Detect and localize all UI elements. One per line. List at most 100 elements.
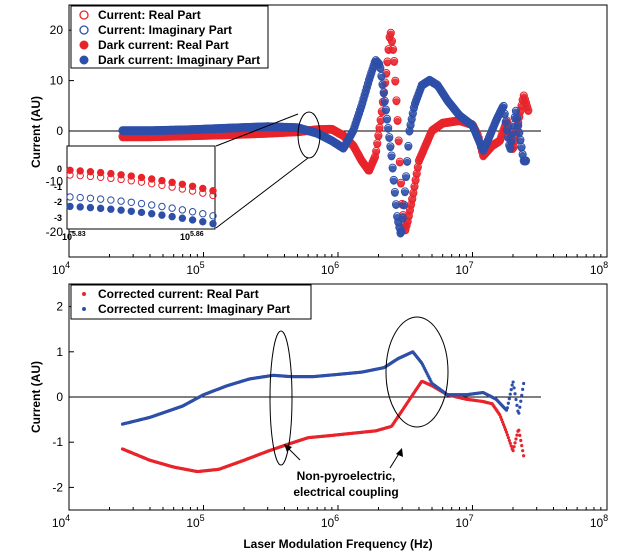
data-point	[391, 78, 399, 86]
legend-marker-filled-blue	[79, 55, 89, 65]
data-point	[377, 73, 386, 81]
inset-data-point	[209, 191, 217, 200]
data-point	[517, 411, 521, 415]
data-point	[406, 207, 414, 215]
inset-data-point	[209, 212, 217, 220]
x-tick-label: 104	[52, 260, 70, 277]
bottom-chart: 104 105 106 107 108 -2 -1 0 1 2 Current (AU) Las…	[29, 283, 608, 551]
arrowhead-icon	[396, 448, 403, 457]
data-point	[408, 196, 416, 204]
y-tick-label: 2	[56, 300, 63, 314]
data-point	[505, 406, 510, 410]
data-point	[500, 103, 508, 111]
data-point	[404, 143, 412, 151]
inset-data-point	[178, 214, 187, 222]
data-point	[522, 454, 526, 458]
data-point	[388, 38, 396, 46]
inset-data-point	[148, 210, 156, 218]
legend-marker-blue-dot	[82, 307, 86, 311]
bottom-legend: Corrected current: Real Part Corrected c…	[70, 284, 312, 320]
data-point	[510, 383, 514, 387]
bottom-series-layer	[120, 350, 526, 474]
inset-data-point	[137, 199, 146, 208]
data-point	[501, 423, 506, 427]
data-point	[383, 116, 391, 124]
top-legend-box	[70, 5, 269, 69]
inset-data-point	[127, 198, 135, 206]
top-series-layer	[118, 28, 533, 238]
data-point	[506, 401, 510, 405]
inset-data-point	[137, 178, 146, 186]
x-tick-label: 106	[321, 513, 339, 530]
inset-data-point	[199, 218, 207, 226]
inset-data-point	[66, 171, 74, 179]
data-point	[386, 144, 395, 152]
y-tick-label: -10	[46, 174, 64, 188]
inset-data-point	[188, 208, 197, 216]
data-point	[391, 189, 399, 197]
data-point	[400, 202, 408, 210]
data-point	[500, 417, 504, 422]
inset-data-point	[158, 202, 166, 211]
data-point	[395, 138, 403, 146]
y-tick-label: 0	[56, 390, 63, 404]
data-point	[501, 111, 509, 119]
arrowhead-icon	[284, 444, 292, 452]
data-point	[501, 420, 505, 424]
inset-data-point	[76, 193, 84, 202]
inset-data-point	[158, 211, 166, 219]
data-point	[371, 154, 379, 162]
data-point	[502, 425, 507, 429]
data-point	[521, 449, 525, 453]
inset-data-point	[199, 189, 207, 197]
data-point	[392, 201, 400, 210]
inset-data-point	[199, 210, 207, 218]
data-point	[387, 153, 396, 161]
x-tick-label: 105	[186, 260, 204, 277]
data-point	[514, 437, 518, 441]
data-point	[397, 180, 405, 188]
data-point	[375, 125, 384, 133]
legend-label: Corrected current: Real Part	[98, 287, 259, 301]
annotation-line-2: electrical coupling	[293, 485, 398, 499]
data-point	[376, 65, 384, 73]
data-point	[514, 122, 522, 131]
inset-data-point	[168, 183, 176, 191]
data-point	[411, 177, 420, 185]
top-x-axis: 104 105 106 107 108	[52, 252, 608, 277]
inset-series-layer	[66, 166, 217, 228]
top-legend: Current: Real Part Current: Imaginary Pa…	[70, 5, 269, 69]
inset-x-tick: 105.83	[62, 231, 86, 242]
data-point	[380, 90, 388, 98]
data-point	[383, 59, 392, 67]
legend-marker-open-blue	[79, 25, 89, 35]
y-tick-label: -2	[52, 480, 63, 494]
y-tick-label: 0	[56, 124, 63, 138]
inset-data-point	[168, 204, 176, 212]
inset-data-point	[86, 203, 95, 212]
data-point	[507, 397, 511, 401]
data-point	[512, 108, 520, 116]
legend-marker-red-dot	[82, 292, 86, 296]
data-point	[389, 165, 397, 173]
inset-data-point	[148, 201, 156, 209]
y-tick-label: 20	[50, 23, 64, 37]
inset-y-tick: -2	[54, 197, 62, 207]
legend-label: Dark current: Real Part	[98, 38, 229, 52]
x-tick-label: 108	[590, 260, 608, 277]
data-point	[385, 134, 393, 143]
bottom-y-axis-label: Current (AU)	[29, 361, 43, 433]
inset-data-point	[76, 203, 84, 211]
zoom-connector-bottom	[215, 157, 309, 229]
data-point	[521, 387, 525, 391]
legend-label: Current: Real Part	[98, 8, 201, 22]
inset-data-point	[96, 173, 105, 182]
annotation-ellipse-right	[385, 316, 449, 428]
data-point	[507, 438, 511, 443]
data-point	[513, 392, 517, 396]
inset-x-tick: 105.86	[180, 231, 204, 242]
data-point	[514, 397, 518, 402]
